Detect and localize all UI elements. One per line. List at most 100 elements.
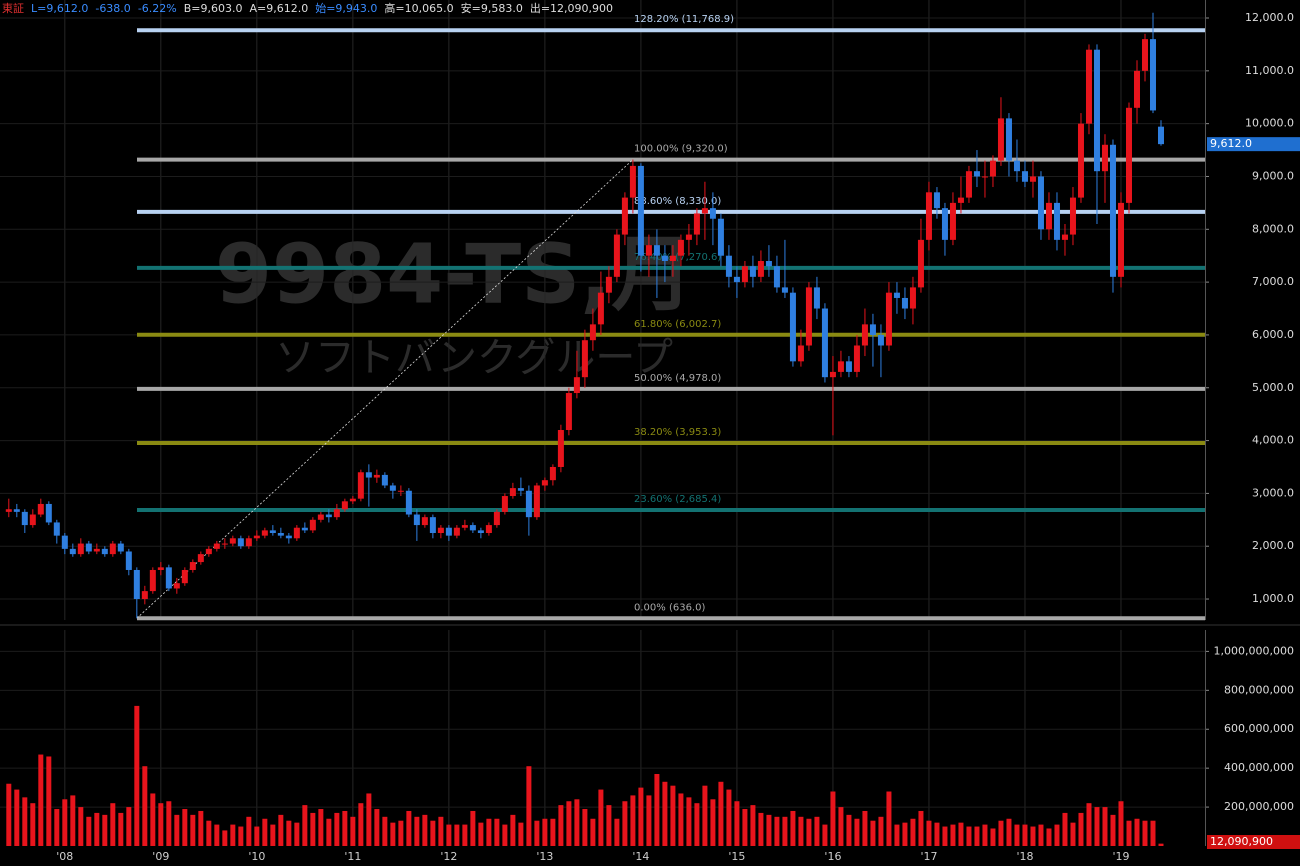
header-item: 出=12,090,900 (529, 2, 614, 15)
volume-bar (278, 814, 284, 846)
candle-body (661, 255, 668, 261)
candle-body (573, 377, 580, 394)
volume-bar (86, 816, 92, 846)
volume-bar (478, 822, 484, 846)
volume-bar (670, 785, 676, 846)
candle-body (1109, 144, 1116, 277)
candle-body (885, 292, 892, 346)
header-item: -638.0 (95, 2, 131, 15)
volume-bar (230, 824, 236, 846)
x-tick-label: '10 (248, 850, 265, 863)
volume-bar (430, 820, 436, 846)
y-tick-label: 2,000.0 (1252, 539, 1294, 552)
candle-body (1141, 39, 1148, 71)
candle-body (581, 340, 588, 378)
header: 東証 L=9,612.0 -638.0 -6.22% B=9,603.0 A=9,612.… (2, 0, 620, 16)
volume-bar (822, 824, 828, 846)
candle-body (709, 208, 716, 219)
volume-bar (806, 818, 812, 846)
candle-body (1029, 176, 1036, 182)
volume-bar (974, 826, 980, 846)
candle-body (13, 509, 20, 512)
volume-bar (910, 818, 916, 846)
volume-bar (534, 820, 540, 846)
volume-bar (206, 820, 212, 846)
x-tick-label: '08 (56, 850, 73, 863)
candle-body (677, 239, 684, 256)
fib-label: 38.20% (3,953.3) (634, 427, 721, 438)
volume-bar (294, 822, 300, 846)
volume-bar (1134, 818, 1140, 846)
x-tick-label: '19 (1112, 850, 1129, 863)
candle-body (1077, 123, 1084, 198)
volume-bar (134, 705, 140, 846)
y-tick-label: 4,000.0 (1252, 434, 1294, 447)
candle-body (1053, 202, 1060, 240)
volume-bar (878, 816, 884, 846)
volume-bar (630, 795, 636, 846)
volume-bar (510, 814, 516, 846)
volume-bar (558, 805, 564, 846)
volume-bar (158, 803, 164, 846)
candle-body (5, 509, 12, 512)
volume-bar (734, 801, 740, 846)
candle-body (277, 533, 284, 536)
last-price-label: 9,612.0 (1210, 137, 1252, 150)
candle-body (565, 393, 572, 431)
y-tick-label: 600,000,000 (1224, 722, 1294, 735)
volume-bar (22, 797, 28, 846)
candle-body (837, 361, 844, 372)
volume-bar (54, 809, 60, 846)
candle-body (805, 287, 812, 346)
candle-body (701, 208, 708, 214)
volume-bar (118, 812, 124, 846)
candle-body (405, 490, 412, 515)
header-item: A=9,612.0 (249, 2, 309, 15)
candle-body (381, 474, 388, 486)
volume-bar (606, 805, 612, 846)
candle-body (1149, 39, 1156, 111)
candle-body (373, 474, 380, 478)
candle-body (949, 202, 956, 240)
volume-bar (814, 816, 820, 846)
candle-body (893, 292, 900, 298)
volume-bar (350, 816, 356, 846)
volume-bar (246, 816, 252, 846)
y-tick-label: 10,000.0 (1245, 117, 1294, 130)
volume-bar (1094, 807, 1100, 846)
candle-body (1005, 118, 1012, 161)
volume-bar (726, 789, 732, 846)
candle-body (325, 514, 332, 518)
candle-body (269, 530, 276, 534)
volume-bar (846, 814, 852, 846)
volume-bar (366, 793, 372, 846)
candle-body (1037, 176, 1044, 230)
volume-bar (894, 824, 900, 846)
candle-body (629, 165, 636, 198)
volume-bar (638, 787, 644, 846)
volume-bar (598, 789, 604, 846)
candle-body (293, 527, 300, 539)
volume-bar (934, 822, 940, 846)
candle-body (925, 192, 932, 240)
candle-body (221, 543, 228, 545)
volume-bar (1126, 820, 1132, 846)
candle-body (485, 525, 492, 534)
volume-bar (182, 809, 188, 846)
candle-body (653, 245, 660, 256)
volume-bar (1006, 818, 1012, 846)
volume-bar (830, 791, 836, 846)
volume-bar (742, 809, 748, 846)
volume-bar (342, 810, 348, 846)
volume-bar (942, 826, 948, 846)
candle-body (733, 276, 740, 283)
volume-bar (766, 814, 772, 846)
candle-body (309, 519, 316, 531)
header-item: 東証 (2, 2, 24, 15)
candle-body (669, 255, 676, 261)
volume-bar (958, 822, 964, 846)
volume-bar (1078, 812, 1084, 846)
volume-bar (166, 801, 172, 846)
volume-bar (566, 801, 572, 846)
